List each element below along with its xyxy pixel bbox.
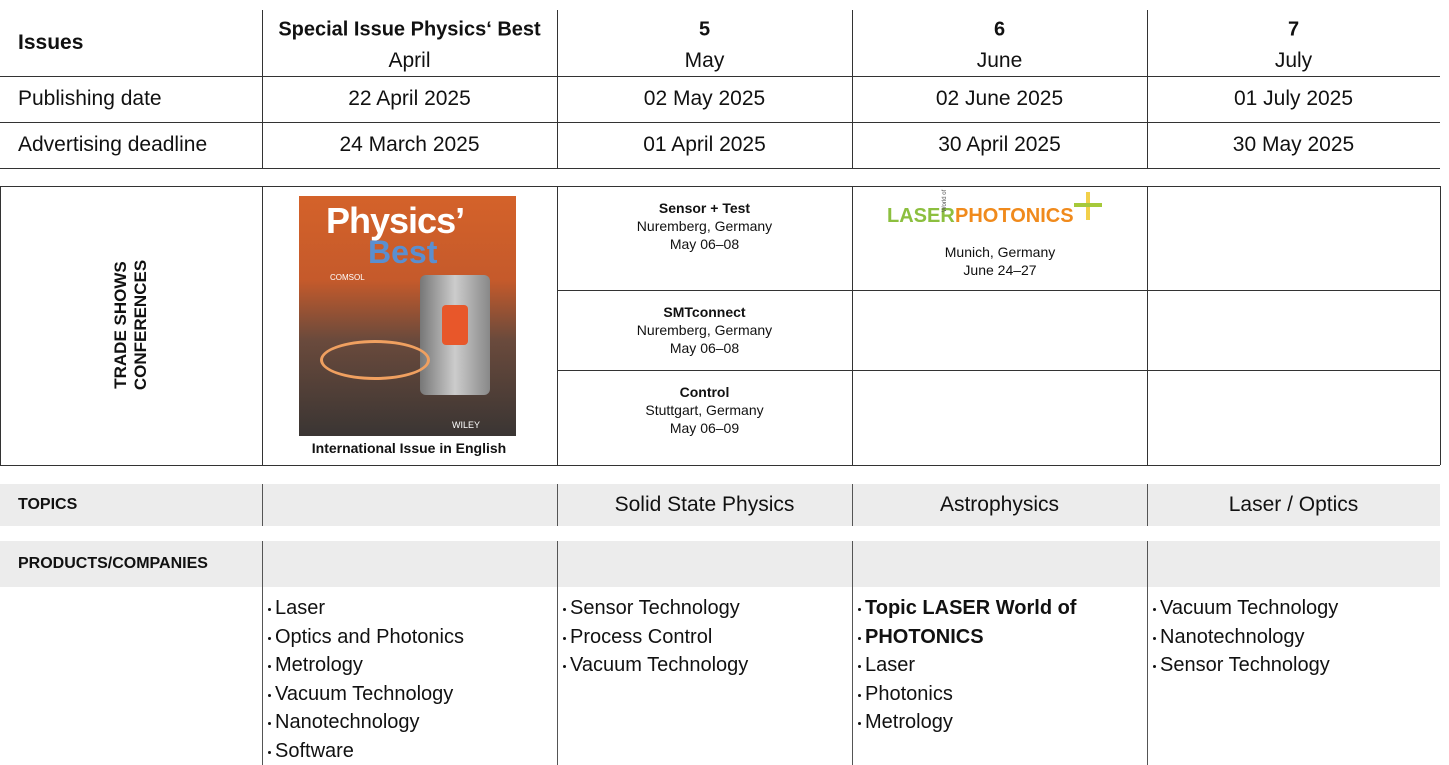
trade-label-line: TRADE SHOWS <box>111 260 131 390</box>
rule <box>0 168 1440 169</box>
bullet <box>563 608 566 611</box>
trade-label-line: CONFERENCES <box>131 260 151 390</box>
product-item: Software <box>275 738 354 764</box>
rule <box>262 10 263 76</box>
bullet <box>563 665 566 668</box>
header-label: Issues <box>18 31 83 55</box>
cover-ring <box>320 340 430 380</box>
product-item: PHOTONICS <box>865 624 984 650</box>
bullet <box>268 608 271 611</box>
cover-caption: International Issue in English <box>209 440 609 456</box>
show-place: Stuttgart, Germany <box>505 402 905 418</box>
rule <box>557 10 558 76</box>
show-place: Nuremberg, Germany <box>505 218 905 234</box>
rule <box>262 122 263 168</box>
product-item: Laser <box>275 595 325 621</box>
rule <box>1147 122 1148 168</box>
page: IssuesSpecial Issue Physics‘ BestApril5M… <box>0 0 1449 765</box>
logo-cross-h <box>1074 203 1102 207</box>
rule <box>557 541 558 765</box>
show-dates: May 06–08 <box>505 340 905 356</box>
bullet <box>268 637 271 640</box>
product-item: Sensor Technology <box>1160 652 1330 678</box>
product-item: Vacuum Technology <box>570 652 748 678</box>
bullet <box>268 751 271 754</box>
rule <box>262 484 263 526</box>
rule <box>262 186 263 465</box>
product-item: Optics and Photonics <box>275 624 464 650</box>
cover-brand: COMSOL <box>330 273 365 282</box>
bullet <box>1153 608 1156 611</box>
rule <box>1440 186 1441 465</box>
show-name: Control <box>505 384 905 400</box>
row-label: Publishing date <box>18 87 162 111</box>
rule <box>1147 541 1148 765</box>
rule <box>0 465 1440 466</box>
show-name: Sensor + Test <box>505 200 905 216</box>
bullet <box>858 694 861 697</box>
bullet <box>858 722 861 725</box>
topics-label: TOPICS <box>18 496 77 514</box>
product-item: Photonics <box>865 681 953 707</box>
bullet <box>268 722 271 725</box>
topic: Laser / Optics <box>1094 493 1449 517</box>
rule <box>557 290 1440 291</box>
bullet <box>268 694 271 697</box>
rule <box>1147 76 1148 122</box>
logo-right: PHOTONICS <box>955 205 1074 228</box>
rule <box>1147 10 1148 76</box>
rule <box>557 76 558 122</box>
cover-publisher: WILEY <box>452 420 480 430</box>
rule <box>0 186 1 465</box>
product-item: Metrology <box>865 709 953 735</box>
show-name: SMTconnect <box>505 304 905 320</box>
show-place: Nuremberg, Germany <box>505 322 905 338</box>
row-label: Advertising deadline <box>18 133 207 157</box>
rule <box>1147 186 1148 465</box>
product-item: Vacuum Technology <box>1160 595 1338 621</box>
product-item: Process Control <box>570 624 712 650</box>
bullet <box>563 637 566 640</box>
show-dates: May 06–09 <box>505 420 905 436</box>
logo-middle: World of <box>942 190 948 212</box>
rule <box>262 76 263 122</box>
products-band <box>0 541 1440 587</box>
product-item: Nanotechnology <box>1160 624 1305 650</box>
show-dates: June 24–27 <box>800 262 1200 278</box>
rule <box>0 186 1440 187</box>
cover-core <box>442 305 468 345</box>
product-item: Topic LASER World of <box>865 595 1076 621</box>
rule <box>262 541 263 765</box>
bullet <box>268 665 271 668</box>
rule <box>852 10 853 76</box>
rule <box>852 122 853 168</box>
product-item: Metrology <box>275 652 363 678</box>
rule <box>852 541 853 765</box>
product-item: Nanotechnology <box>275 709 420 735</box>
bullet <box>858 665 861 668</box>
product-item: Vacuum Technology <box>275 681 453 707</box>
bullet <box>858 608 861 611</box>
rule <box>0 76 1440 77</box>
rule <box>557 122 558 168</box>
products-label: PRODUCTS/COMPANIES <box>18 555 208 573</box>
bullet <box>1153 637 1156 640</box>
product-item: Laser <box>865 652 915 678</box>
rule <box>0 122 1440 123</box>
product-item: Sensor Technology <box>570 595 740 621</box>
show-place: Munich, Germany <box>800 244 1200 260</box>
bullet <box>858 637 861 640</box>
cover-title: Best <box>368 234 437 271</box>
rule <box>852 76 853 122</box>
bullet <box>1153 665 1156 668</box>
rule <box>557 370 1440 371</box>
